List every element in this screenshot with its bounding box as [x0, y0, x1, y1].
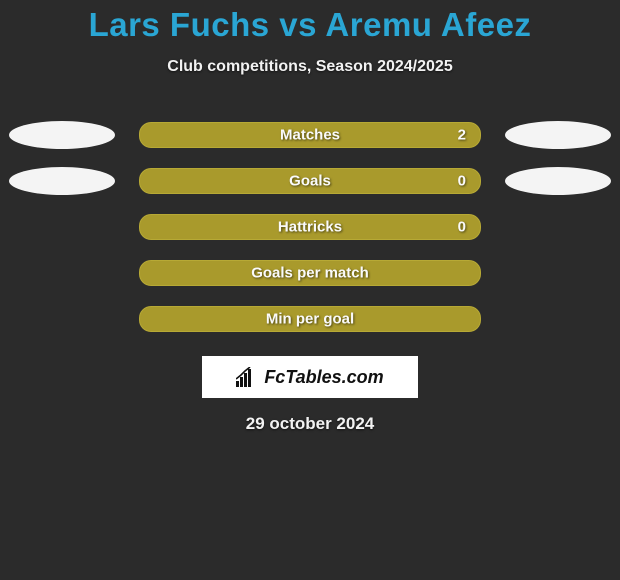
stat-row: Goals per match — [0, 250, 620, 296]
date-text: 29 october 2024 — [0, 414, 620, 434]
brand-text: FcTables.com — [264, 367, 383, 388]
bar-chart-icon — [236, 367, 258, 387]
brand-box: FcTables.com — [202, 356, 418, 398]
brand-inner: FcTables.com — [236, 367, 383, 388]
stat-rows: Matches 2 Goals 0 Hattricks 0 — [0, 112, 620, 342]
page-subtitle: Club competitions, Season 2024/2025 — [0, 58, 620, 76]
right-ellipse — [505, 167, 611, 195]
spacer — [505, 213, 611, 241]
left-ellipse — [9, 167, 115, 195]
stat-label: Goals per match — [140, 265, 480, 282]
stat-bar: Matches 2 — [139, 122, 481, 148]
stat-row: Matches 2 — [0, 112, 620, 158]
page-root: Lars Fuchs vs Aremu Afeez Club competiti… — [0, 0, 620, 580]
right-ellipse — [505, 121, 611, 149]
left-ellipse — [9, 121, 115, 149]
stat-label: Goals — [140, 173, 480, 190]
spacer — [9, 213, 115, 241]
stat-row: Hattricks 0 — [0, 204, 620, 250]
stat-row: Min per goal — [0, 296, 620, 342]
stat-label: Hattricks — [140, 219, 480, 236]
stat-row: Goals 0 — [0, 158, 620, 204]
stat-value: 0 — [458, 219, 466, 236]
spacer — [505, 259, 611, 287]
stat-bar: Hattricks 0 — [139, 214, 481, 240]
spacer — [9, 305, 115, 333]
stat-label: Matches — [140, 127, 480, 144]
stat-bar: Goals per match — [139, 260, 481, 286]
stat-bar: Goals 0 — [139, 168, 481, 194]
spacer — [505, 305, 611, 333]
page-title: Lars Fuchs vs Aremu Afeez — [0, 0, 620, 44]
stat-value: 2 — [458, 127, 466, 144]
stat-label: Min per goal — [140, 311, 480, 328]
stat-bar: Min per goal — [139, 306, 481, 332]
spacer — [9, 259, 115, 287]
stat-value: 0 — [458, 173, 466, 190]
